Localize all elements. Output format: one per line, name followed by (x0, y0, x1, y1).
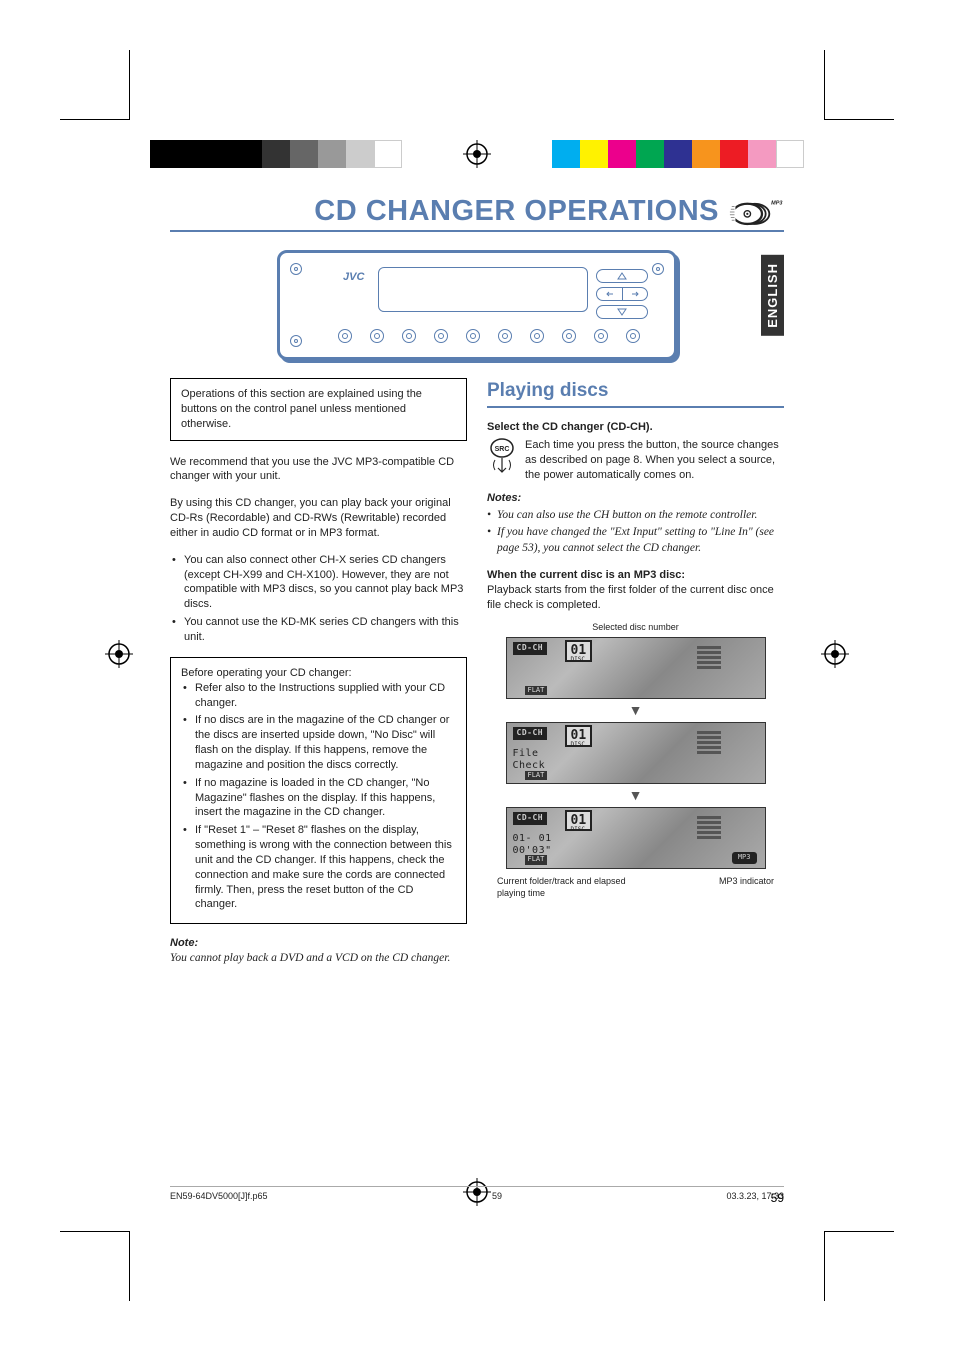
color-bar-left (150, 140, 402, 168)
notes-label: Notes: (487, 491, 784, 506)
src-button-icon: SRC (487, 438, 517, 476)
crop-mark (60, 50, 130, 120)
page-title: CD CHANGER OPERATIONS (314, 195, 719, 228)
list-item: If no discs are in the magazine of the C… (183, 713, 456, 772)
display-screen-2: CD-CH 01 DISC File Check FLAT (506, 722, 766, 784)
color-bar-right (552, 140, 804, 168)
list-item: If you have changed the "Ext Input" sett… (487, 525, 784, 556)
step-text: Each time you press the button, the sour… (525, 438, 784, 483)
info-box-2: Before operating your CD changer: Refer … (170, 657, 467, 925)
ds-disc-label: DISC (571, 826, 585, 834)
ds-flat: FLAT (525, 855, 548, 864)
stereo-display (378, 267, 588, 312)
page-content: CD CHANGER OPERATIONS MP3 JVC (170, 195, 784, 1205)
ds-disc-label: DISC (571, 656, 585, 664)
box-intro: Before operating your CD changer: (181, 666, 456, 681)
list-item: You can also use the CH button on the re… (487, 508, 784, 524)
footer-file: EN59-64DV5000[J]f.p65 (170, 1191, 268, 1201)
mp3-disc-title: When the current disc is an MP3 disc: (487, 569, 685, 581)
ds-badge: CD-CH (513, 727, 548, 740)
down-arrow-icon: ▼ (487, 701, 784, 720)
list-item: Refer also to the Instructions supplied … (183, 681, 456, 711)
mp3-disc-icon: MP3 (729, 197, 784, 227)
columns: Operations of this section are explained… (170, 378, 784, 967)
notes-list: You can also use the CH button on the re… (487, 508, 784, 557)
list-item: You can also connect other CH-X series C… (172, 553, 467, 612)
ds-badge: CD-CH (513, 812, 548, 825)
footer-date: 03.3.23, 17:33 (726, 1191, 784, 1201)
mp3-disc-text: Playback starts from the first folder of… (487, 583, 784, 613)
down-arrow-icon: ▼ (487, 786, 784, 805)
bullet-list: Refer also to the Instructions supplied … (183, 681, 456, 913)
step-title: Select the CD changer (CD-CH). (487, 420, 784, 435)
note-text: You cannot play back a DVD and a VCD on … (170, 951, 467, 967)
crop-mark (60, 1231, 130, 1301)
registration-mark (105, 640, 133, 668)
crop-mark (824, 50, 894, 120)
paragraph: We recommend that you use the JVC MP3-co… (170, 455, 467, 485)
crop-mark (824, 1231, 894, 1301)
label-bottom-left: Current folder/track and elapsed playing… (497, 875, 627, 899)
ds-flat: FLAT (525, 771, 548, 780)
label-bottom-right: MP3 indicator (719, 875, 774, 899)
info-box: Operations of this section are explained… (170, 378, 467, 441)
display-screen-3: CD-CH 01 DISC 01- 01 00'03" FLAT MP3 (506, 807, 766, 869)
list-item: If "Reset 1" – "Reset 8" flashes on the … (183, 823, 456, 912)
ds-mp3-indicator: MP3 (732, 852, 757, 863)
stereo-logo: JVC (343, 271, 364, 283)
svg-text:SRC: SRC (495, 446, 510, 453)
registration-mark (463, 140, 491, 168)
note-label: Note: (170, 936, 467, 951)
right-column: Playing discs Select the CD changer (CD-… (487, 378, 784, 967)
title-underline (170, 230, 784, 232)
ds-flat: FLAT (525, 686, 548, 695)
svg-text:MP3: MP3 (771, 200, 782, 206)
step-row: SRC Each time you press the button, the … (487, 438, 784, 483)
list-item: If no magazine is loaded in the CD chang… (183, 776, 456, 821)
display-label-top: Selected disc number (487, 621, 784, 633)
footer: EN59-64DV5000[J]f.p65 59 03.3.23, 17:33 (170, 1186, 784, 1201)
ds-disc-label: DISC (571, 741, 585, 749)
registration-mark (821, 640, 849, 668)
paragraph: By using this CD changer, you can play b… (170, 496, 467, 541)
footer-page: 59 (492, 1191, 502, 1201)
list-item: You cannot use the KD-MK series CD chang… (172, 615, 467, 645)
display-screen-1: CD-CH 01 DISC FLAT (506, 637, 766, 699)
bullet-list: You can also connect other CH-X series C… (172, 553, 467, 645)
ds-badge: CD-CH (513, 642, 548, 655)
bottom-labels: Current folder/track and elapsed playing… (487, 875, 784, 899)
section-title: Playing discs (487, 378, 784, 408)
left-column: Operations of this section are explained… (170, 378, 467, 967)
title-row: CD CHANGER OPERATIONS MP3 (170, 195, 784, 228)
stereo-diagram: JVC (277, 250, 677, 360)
